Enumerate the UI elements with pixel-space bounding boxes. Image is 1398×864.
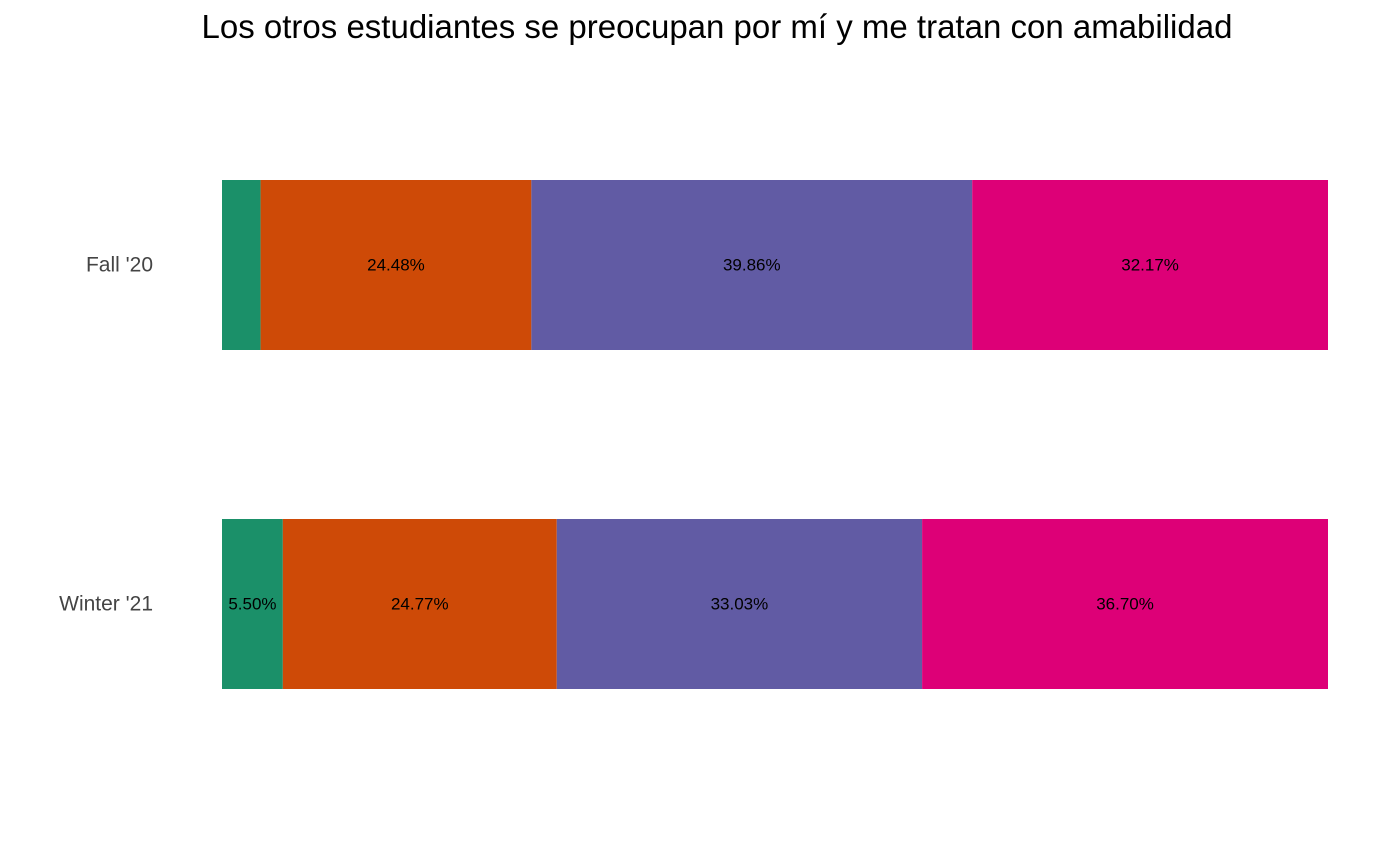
segment-data-labels: 24.48% 39.86% 32.17% 5.50% 24.77% 33.03% 36.70…: [228, 256, 1179, 614]
data-label: 39.86%: [723, 256, 781, 275]
bar-segment: [531, 180, 973, 350]
bar-segment: [922, 519, 1328, 689]
bar-segment: [556, 519, 923, 689]
category-label: Fall '20: [86, 254, 153, 277]
data-label: 32.17%: [1121, 256, 1179, 275]
bar-segments: [222, 180, 1328, 689]
category-axis-labels: Fall '20 Winter '21: [59, 254, 153, 616]
data-label: 24.77%: [391, 595, 449, 614]
data-label: 33.03%: [711, 595, 769, 614]
data-label: 36.70%: [1096, 595, 1154, 614]
chart-title: Los otros estudiantes se preocupan por m…: [201, 8, 1233, 45]
bar-segment: [222, 180, 261, 350]
category-label: Winter '21: [59, 593, 153, 616]
bar-segment: [260, 180, 532, 350]
data-label: 5.50%: [228, 595, 276, 614]
bar-segment: [282, 519, 557, 689]
bar-segment: [222, 519, 283, 689]
data-label: 24.48%: [367, 256, 425, 275]
bar-segment: [972, 180, 1328, 350]
